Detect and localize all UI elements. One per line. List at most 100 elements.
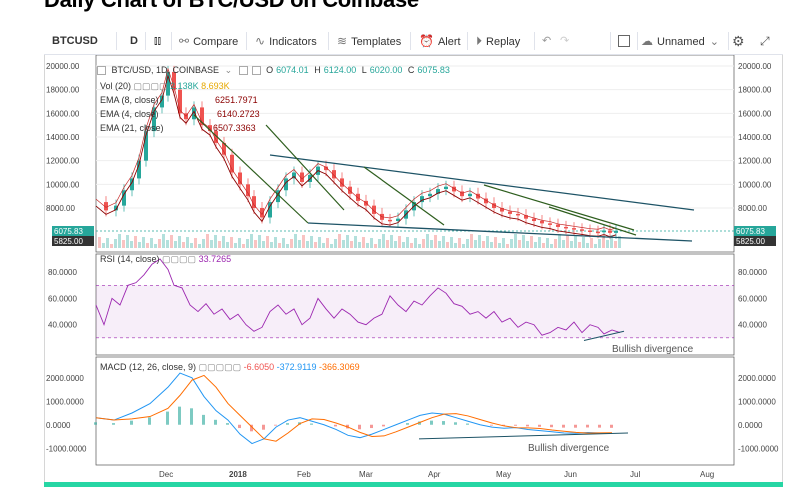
left-price-tick: 20000.00 <box>46 62 80 71</box>
pane-frame <box>95 55 735 253</box>
compare-label: Compare <box>193 36 239 48</box>
volume-bar <box>262 241 265 248</box>
volume-bar <box>302 235 305 248</box>
volume-bar <box>470 234 473 248</box>
volume-bar <box>358 242 361 248</box>
bar-style-button[interactable]: ⫾⫾ <box>154 27 161 55</box>
signal-line <box>95 374 613 442</box>
volume-bar <box>594 244 597 248</box>
volume-bar <box>310 236 313 248</box>
divider <box>610 32 611 50</box>
volume-bar <box>482 241 485 248</box>
volume-bar <box>442 236 445 248</box>
volume-bar <box>374 244 377 248</box>
templates-button[interactable]: ≋ Templates <box>337 27 401 55</box>
volume-bar <box>98 237 101 248</box>
compare-button[interactable]: ⚯ Compare <box>179 27 238 55</box>
volume-bar <box>434 235 437 248</box>
right-price-tick: 8000.00 <box>738 204 767 213</box>
ema21-value: 6507.3363 <box>213 123 256 133</box>
volume-bar <box>118 234 121 248</box>
close-label: C <box>407 65 415 75</box>
interval-button[interactable]: D <box>130 35 138 47</box>
legend-buttons[interactable]: ▢▢▢▢ <box>162 254 197 264</box>
volume-bar <box>506 244 509 248</box>
date-tick: Apr <box>428 470 441 479</box>
date-tick: Mar <box>359 470 373 479</box>
expand-button[interactable]: ⤢ <box>760 27 770 55</box>
volume-bar <box>578 242 581 248</box>
undo-button[interactable]: ↶ <box>542 27 551 55</box>
volume-bar <box>250 234 253 248</box>
volume-bar <box>406 237 409 248</box>
ema8-legend[interactable]: EMA (8, close) 6251.7971 <box>100 95 258 105</box>
high-label: H <box>314 65 321 75</box>
redo-button[interactable]: ↷ <box>560 27 569 55</box>
eye-icon[interactable] <box>238 66 248 76</box>
volume-bar <box>550 244 553 248</box>
volume-bar <box>602 234 605 248</box>
volume-bar <box>174 241 177 248</box>
legend-buttons[interactable]: ▢▢▢▢▢ <box>198 362 242 372</box>
volume-bar <box>526 241 529 248</box>
ema4-legend[interactable]: EMA (4, close) 6140.2723 <box>100 109 260 119</box>
ema-line <box>95 67 617 231</box>
vol-legend[interactable]: Vol (20) ▢▢▢▢ 2.138K 8.693K <box>100 81 230 92</box>
rsi-legend[interactable]: RSI (14, close) ▢▢▢▢ 33.7265 <box>100 254 231 265</box>
rsi-tick-right: 60.0000 <box>738 294 767 303</box>
rsi-label: RSI (14, close) <box>100 254 160 264</box>
volume-bar <box>158 239 161 248</box>
left-price-tick: 10000.00 <box>46 180 80 189</box>
chevron-down-icon[interactable]: ⌄ <box>224 65 233 75</box>
divider <box>171 32 172 50</box>
volume-bar <box>242 244 245 248</box>
macd-legend[interactable]: MACD (12, 26, close, 9) ▢▢▢▢▢ -6.6050 -3… <box>100 362 360 373</box>
volume-bar <box>130 241 133 248</box>
volume-bar <box>194 238 197 248</box>
alert-button[interactable]: ⏰ Alert <box>419 27 461 55</box>
volume-bar <box>570 241 573 248</box>
macd-hist <box>358 424 361 430</box>
open-label: O <box>266 65 274 75</box>
macd-tick: -1000.0000 <box>46 444 87 453</box>
rsi-tick: 40.0000 <box>48 321 77 330</box>
date-tick: 2018 <box>229 470 247 479</box>
volume-bar <box>346 235 349 248</box>
right-price-tick: 10000.00 <box>738 180 772 189</box>
price-badge <box>52 226 94 236</box>
indicators-button[interactable]: ∿ Indicators <box>255 27 317 55</box>
ema21-legend[interactable]: EMA (21, close) 6507.3363 <box>100 123 256 133</box>
rsi-line <box>95 258 621 336</box>
macd-hist <box>214 419 217 425</box>
replay-button[interactable]: ⏵ Replay <box>476 27 520 55</box>
settings-button[interactable]: ⚙ <box>732 27 745 55</box>
settings-icon[interactable] <box>251 66 261 76</box>
volume-bar <box>170 235 173 248</box>
volume-bar <box>102 243 105 248</box>
low-value: 6020.00 <box>369 65 403 75</box>
volume-bar <box>166 240 169 248</box>
rsi-tick: 60.0000 <box>48 294 77 303</box>
macd-hist <box>310 423 313 425</box>
macd-tick: 2000.0000 <box>46 374 84 383</box>
volume-bar <box>546 238 549 248</box>
symbol-search[interactable]: BTCUSD <box>52 35 98 47</box>
volume-bar <box>438 241 441 248</box>
chart-window <box>44 27 783 487</box>
main-series-legend[interactable]: BTC/USD, 1D, COINBASE ⌄ O 6074.01 H 6124.0… <box>96 65 453 76</box>
compare-icon: ⚯ <box>179 34 190 48</box>
collapse-icon[interactable] <box>97 66 106 76</box>
legend-buttons[interactable]: ▢▢▢▢ <box>133 81 168 91</box>
divider <box>145 32 146 50</box>
price-badge-label: 5825.00 <box>736 237 765 246</box>
volume-bar <box>126 235 129 248</box>
chart-area[interactable]: 20000.00 20000.00 18000.00 18000.00 16000.00… <box>44 55 783 482</box>
volume-bar <box>414 238 417 248</box>
save-layout-button[interactable]: ☁ Unnamed ⌄ <box>641 27 719 55</box>
rsi-tick-right: 80.0000 <box>738 268 767 277</box>
volume-bar <box>226 242 229 248</box>
divergence-line <box>418 432 629 440</box>
date-tick: May <box>496 470 511 479</box>
fullscreen-toggle[interactable] <box>618 27 630 55</box>
volume-bar <box>474 240 477 248</box>
